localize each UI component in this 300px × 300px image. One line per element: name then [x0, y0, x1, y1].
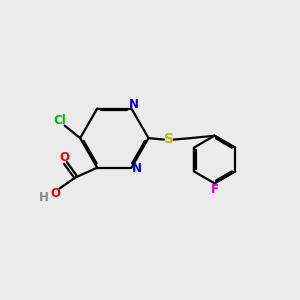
Text: N: N: [132, 162, 142, 175]
Text: Cl: Cl: [53, 114, 66, 128]
Text: O: O: [50, 188, 60, 200]
Text: S: S: [164, 132, 174, 146]
Text: O: O: [59, 152, 69, 164]
Text: H: H: [39, 191, 49, 204]
Text: F: F: [211, 183, 218, 196]
Text: N: N: [129, 98, 139, 111]
